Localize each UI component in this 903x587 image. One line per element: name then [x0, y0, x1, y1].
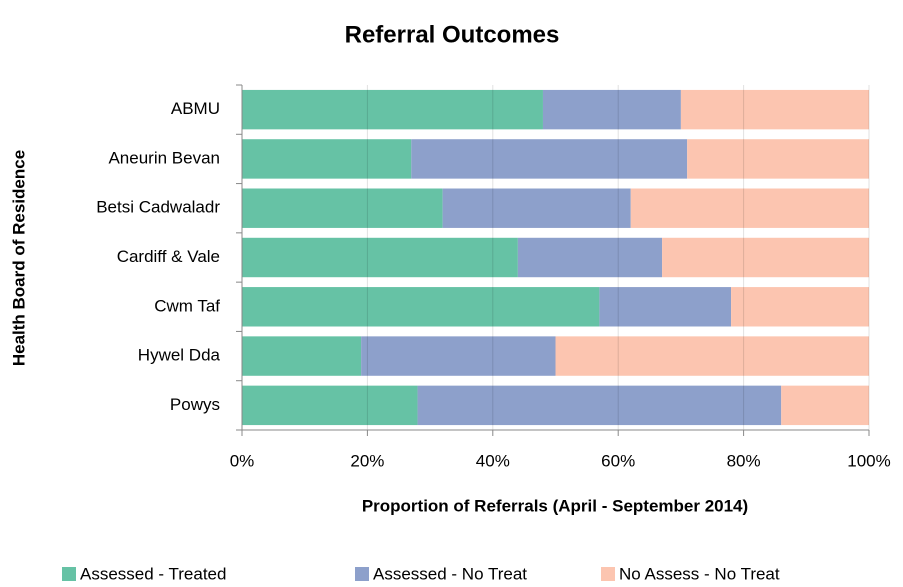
x-tick-label: 40%: [476, 451, 510, 470]
y-tick-label: Cwm Taf: [154, 296, 220, 315]
bar-segment: [680, 89, 869, 130]
bar-segment: [442, 188, 631, 228]
x-axis-label: Proportion of Referrals (April - Septemb…: [362, 496, 748, 515]
y-tick-label: Aneurin Bevan: [108, 148, 220, 167]
bar-segment: [242, 89, 543, 130]
bar-segment: [242, 237, 518, 278]
y-tick-label: Hywel Dda: [138, 346, 221, 365]
bar-segment: [361, 336, 556, 376]
bar-segment: [630, 188, 869, 228]
legend-label: Assessed - Treated: [80, 564, 226, 583]
bar-segment: [411, 139, 688, 179]
legend-swatch: [601, 567, 615, 581]
chart-title: Referral Outcomes: [345, 21, 560, 48]
legend-label: Assessed - No Treat: [373, 564, 527, 583]
bar-segment: [417, 385, 782, 426]
y-tick-label: ABMU: [171, 99, 220, 118]
bar-segment: [242, 188, 443, 228]
bar-segment: [542, 89, 681, 130]
bar-segment: [687, 139, 869, 179]
bar-segment: [662, 237, 869, 278]
bar-segment: [242, 139, 412, 179]
y-axis-label: Health Board of Residence: [9, 150, 28, 366]
legend-swatch: [355, 567, 369, 581]
bar-segment: [731, 287, 869, 327]
x-tick-label: 20%: [350, 451, 384, 470]
bar-segment: [517, 237, 663, 278]
y-tick-label: Cardiff & Vale: [117, 247, 220, 266]
y-tick-label: Powys: [170, 395, 220, 414]
bar-segment: [555, 336, 869, 376]
x-tick-label: 60%: [601, 451, 635, 470]
legend-label: No Assess - No Treat: [619, 564, 780, 583]
bar-segment: [242, 385, 418, 426]
bar-segment: [781, 385, 869, 426]
x-tick-label: 80%: [727, 451, 761, 470]
bar-segment: [242, 287, 600, 327]
y-tick-label: Betsi Cadwaladr: [96, 198, 220, 217]
bar-segment: [599, 287, 732, 327]
bar-segment: [242, 336, 362, 376]
legend-swatch: [62, 567, 76, 581]
x-tick-label: 100%: [847, 451, 890, 470]
x-tick-label: 0%: [230, 451, 255, 470]
